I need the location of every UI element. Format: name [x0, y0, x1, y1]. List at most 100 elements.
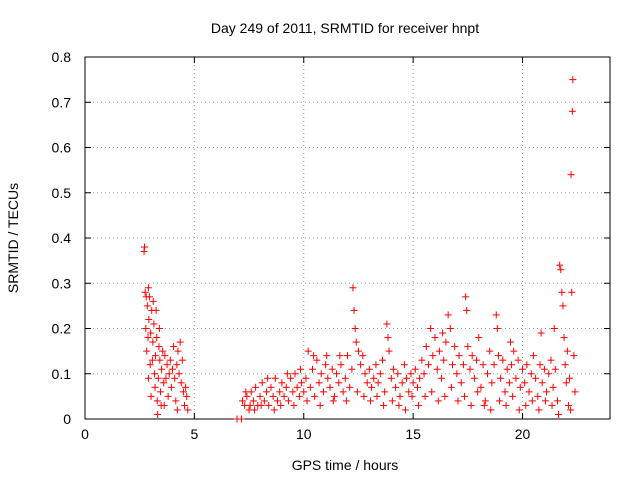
data-point: [330, 397, 337, 404]
data-point: [366, 366, 373, 373]
data-point: [283, 384, 290, 391]
data-point: [375, 379, 382, 386]
data-point: [468, 402, 475, 409]
data-point: [171, 375, 178, 382]
data-point: [381, 388, 388, 395]
data-point: [563, 379, 570, 386]
data-point: [494, 325, 501, 332]
y-tick-label: 0.8: [52, 49, 72, 65]
data-point: [557, 266, 564, 273]
data-point: [477, 384, 484, 391]
data-point: [549, 402, 556, 409]
data-point: [313, 357, 320, 364]
data-point: [242, 388, 249, 395]
data-point: [427, 325, 434, 332]
data-point: [460, 361, 467, 368]
data-point: [504, 366, 511, 373]
data-point: [152, 384, 159, 391]
data-point: [178, 379, 185, 386]
data-point: [471, 375, 478, 382]
data-point: [323, 352, 330, 359]
data-point: [451, 343, 458, 350]
data-point: [529, 397, 536, 404]
data-point: [342, 375, 349, 382]
data-point: [353, 339, 360, 346]
data-point: [558, 289, 565, 296]
data-point: [148, 393, 155, 400]
data-point: [447, 325, 454, 332]
data-point: [539, 379, 546, 386]
y-tick-label: 0.3: [52, 275, 72, 291]
data-point: [170, 343, 177, 350]
data-point: [532, 375, 539, 382]
data-point: [300, 388, 307, 395]
data-point: [474, 388, 481, 395]
data-point: [320, 388, 327, 395]
data-point: [377, 370, 384, 377]
data-point: [252, 384, 259, 391]
data-point: [399, 379, 406, 386]
data-point: [463, 307, 470, 314]
data-point: [142, 325, 149, 332]
data-point: [289, 388, 296, 395]
data-point: [502, 388, 509, 395]
x-tick-label: 0: [81, 426, 89, 442]
data-point: [343, 397, 350, 404]
data-point: [402, 406, 409, 413]
data-point: [145, 375, 152, 382]
data-points: [141, 76, 579, 422]
data-point: [177, 339, 184, 346]
data-point: [422, 393, 429, 400]
data-point: [440, 357, 447, 364]
data-point: [281, 393, 288, 400]
data-point: [484, 370, 491, 377]
data-point: [238, 416, 245, 423]
data-point: [167, 357, 174, 364]
data-point: [304, 397, 311, 404]
data-point: [425, 361, 432, 368]
data-point: [435, 397, 442, 404]
data-point: [482, 397, 489, 404]
data-point: [441, 393, 448, 400]
data-point: [154, 411, 161, 418]
data-point: [318, 370, 325, 377]
data-point: [554, 397, 561, 404]
data-point: [448, 384, 455, 391]
data-point: [556, 262, 563, 269]
data-point: [526, 388, 533, 395]
data-point: [151, 370, 158, 377]
data-point: [143, 348, 150, 355]
data-point: [153, 307, 160, 314]
data-point: [496, 397, 503, 404]
data-point: [284, 370, 291, 377]
x-axis-tick-labels: 0 5 10 15 20: [81, 426, 530, 442]
data-point: [454, 397, 461, 404]
data-point: [370, 375, 377, 382]
data-point: [155, 343, 162, 350]
x-tick-label: 20: [515, 426, 531, 442]
data-point: [506, 379, 513, 386]
data-point: [355, 348, 362, 355]
data-point: [184, 406, 191, 413]
data-point: [360, 393, 367, 400]
data-point: [348, 366, 355, 373]
data-point: [183, 393, 190, 400]
data-point: [439, 330, 446, 337]
data-point: [166, 370, 173, 377]
data-point: [395, 402, 402, 409]
data-point: [150, 320, 157, 327]
data-point: [423, 343, 430, 350]
data-point: [274, 397, 281, 404]
x-tick-label: 10: [296, 426, 312, 442]
data-point: [512, 375, 519, 382]
data-point: [265, 402, 272, 409]
data-point: [503, 402, 510, 409]
data-point: [272, 375, 279, 382]
data-point: [141, 244, 148, 251]
data-point: [480, 361, 487, 368]
data-point: [310, 352, 317, 359]
y-axis-label: SRMTID / TECUs: [5, 183, 21, 293]
data-point: [336, 352, 343, 359]
data-point: [250, 397, 257, 404]
data-point: [150, 298, 157, 305]
